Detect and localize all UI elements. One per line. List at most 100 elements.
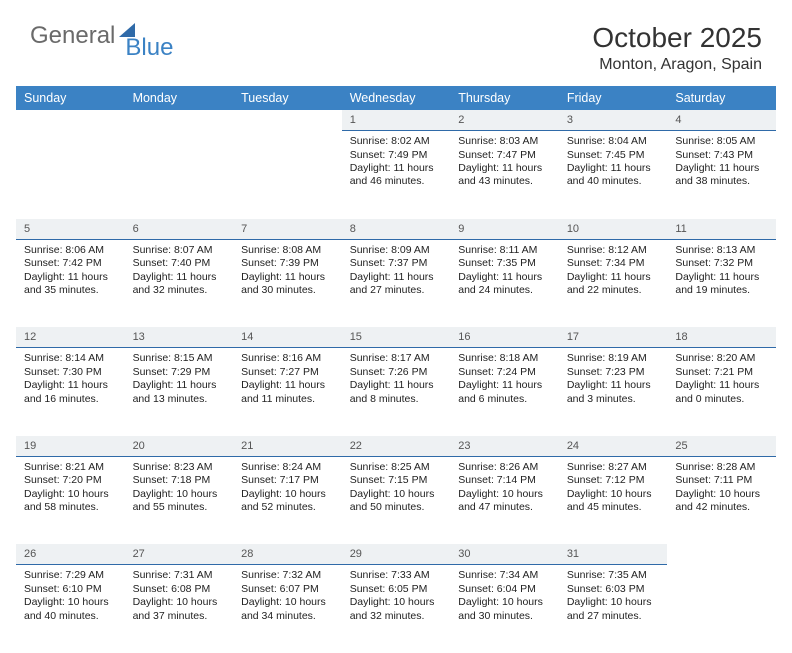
day1-text: Daylight: 10 hours xyxy=(133,488,226,501)
day1-text: Daylight: 11 hours xyxy=(458,379,551,392)
sunrise-text: Sunrise: 8:24 AM xyxy=(241,461,334,474)
day-cell: Sunrise: 8:18 AMSunset: 7:24 PMDaylight:… xyxy=(450,348,559,436)
day-body-row: Sunrise: 7:29 AMSunset: 6:10 PMDaylight:… xyxy=(16,565,776,653)
sunset-text: Sunset: 7:29 PM xyxy=(133,366,226,379)
day1-text: Daylight: 10 hours xyxy=(133,596,226,609)
sunrise-text: Sunrise: 8:23 AM xyxy=(133,461,226,474)
day-number-cell: 1 xyxy=(342,110,451,131)
day-cell: Sunrise: 8:12 AMSunset: 7:34 PMDaylight:… xyxy=(559,239,668,327)
day2-text: and 0 minutes. xyxy=(675,393,768,406)
day1-text: Daylight: 11 hours xyxy=(458,162,551,175)
day-number-cell: 13 xyxy=(125,327,234,348)
day2-text: and 52 minutes. xyxy=(241,501,334,514)
day2-text: and 30 minutes. xyxy=(241,284,334,297)
day-number-cell: 5 xyxy=(16,219,125,240)
sunrise-text: Sunrise: 8:27 AM xyxy=(567,461,660,474)
day-cell: Sunrise: 8:05 AMSunset: 7:43 PMDaylight:… xyxy=(667,131,776,219)
day-cell: Sunrise: 8:25 AMSunset: 7:15 PMDaylight:… xyxy=(342,456,451,544)
sunrise-text: Sunrise: 8:28 AM xyxy=(675,461,768,474)
day2-text: and 50 minutes. xyxy=(350,501,443,514)
day-cell: Sunrise: 8:23 AMSunset: 7:18 PMDaylight:… xyxy=(125,456,234,544)
day-cell: Sunrise: 8:24 AMSunset: 7:17 PMDaylight:… xyxy=(233,456,342,544)
day2-text: and 47 minutes. xyxy=(458,501,551,514)
day-cell: Sunrise: 7:29 AMSunset: 6:10 PMDaylight:… xyxy=(16,565,125,653)
sunrise-text: Sunrise: 8:16 AM xyxy=(241,352,334,365)
day-number-row: 19202122232425 xyxy=(16,436,776,457)
sunset-text: Sunset: 7:37 PM xyxy=(350,257,443,270)
sunrise-text: Sunrise: 7:33 AM xyxy=(350,569,443,582)
sunset-text: Sunset: 7:21 PM xyxy=(675,366,768,379)
day2-text: and 11 minutes. xyxy=(241,393,334,406)
sunrise-text: Sunrise: 7:32 AM xyxy=(241,569,334,582)
day1-text: Daylight: 11 hours xyxy=(675,162,768,175)
day-cell: Sunrise: 8:15 AMSunset: 7:29 PMDaylight:… xyxy=(125,348,234,436)
sunset-text: Sunset: 7:14 PM xyxy=(458,474,551,487)
day-number-cell: 12 xyxy=(16,327,125,348)
day-number-cell: 8 xyxy=(342,219,451,240)
day-number-cell: 14 xyxy=(233,327,342,348)
day-number-cell: 15 xyxy=(342,327,451,348)
day-number-row: 12131415161718 xyxy=(16,327,776,348)
sunrise-text: Sunrise: 8:14 AM xyxy=(24,352,117,365)
calendar-table: Sunday Monday Tuesday Wednesday Thursday… xyxy=(16,86,776,653)
sunrise-text: Sunrise: 8:04 AM xyxy=(567,135,660,148)
day1-text: Daylight: 11 hours xyxy=(24,271,117,284)
day-cell: Sunrise: 8:02 AMSunset: 7:49 PMDaylight:… xyxy=(342,131,451,219)
day1-text: Daylight: 11 hours xyxy=(350,162,443,175)
day-number-cell: 24 xyxy=(559,436,668,457)
sunrise-text: Sunrise: 8:21 AM xyxy=(24,461,117,474)
day-number-cell: 23 xyxy=(450,436,559,457)
day-cell xyxy=(233,131,342,219)
day-cell: Sunrise: 7:32 AMSunset: 6:07 PMDaylight:… xyxy=(233,565,342,653)
weekday-header: Wednesday xyxy=(342,86,451,110)
day-number-cell: 18 xyxy=(667,327,776,348)
day-number-cell: 3 xyxy=(559,110,668,131)
day-cell: Sunrise: 8:21 AMSunset: 7:20 PMDaylight:… xyxy=(16,456,125,544)
day2-text: and 35 minutes. xyxy=(24,284,117,297)
day-number-cell: 16 xyxy=(450,327,559,348)
weekday-header: Monday xyxy=(125,86,234,110)
day2-text: and 8 minutes. xyxy=(350,393,443,406)
sunrise-text: Sunrise: 8:08 AM xyxy=(241,244,334,257)
location: Monton, Aragon, Spain xyxy=(592,56,762,74)
day-number-cell: 30 xyxy=(450,544,559,565)
day1-text: Daylight: 11 hours xyxy=(133,379,226,392)
day2-text: and 3 minutes. xyxy=(567,393,660,406)
day-body-row: Sunrise: 8:06 AMSunset: 7:42 PMDaylight:… xyxy=(16,239,776,327)
day1-text: Daylight: 10 hours xyxy=(24,488,117,501)
day1-text: Daylight: 11 hours xyxy=(241,379,334,392)
day1-text: Daylight: 10 hours xyxy=(241,488,334,501)
sunrise-text: Sunrise: 8:12 AM xyxy=(567,244,660,257)
sunset-text: Sunset: 7:39 PM xyxy=(241,257,334,270)
month-title: October 2025 xyxy=(592,22,762,54)
day2-text: and 45 minutes. xyxy=(567,501,660,514)
day-number-cell xyxy=(233,110,342,131)
weekday-header: Thursday xyxy=(450,86,559,110)
day1-text: Daylight: 10 hours xyxy=(567,596,660,609)
day2-text: and 32 minutes. xyxy=(133,284,226,297)
day-number-cell xyxy=(16,110,125,131)
sunrise-text: Sunrise: 8:13 AM xyxy=(675,244,768,257)
logo-text-blue: Blue xyxy=(125,34,173,62)
weekday-header: Tuesday xyxy=(233,86,342,110)
day1-text: Daylight: 11 hours xyxy=(567,379,660,392)
day1-text: Daylight: 11 hours xyxy=(24,379,117,392)
logo: General Blue xyxy=(30,22,173,50)
sunset-text: Sunset: 7:17 PM xyxy=(241,474,334,487)
sunrise-text: Sunrise: 8:07 AM xyxy=(133,244,226,257)
day-cell: Sunrise: 8:07 AMSunset: 7:40 PMDaylight:… xyxy=(125,239,234,327)
sunset-text: Sunset: 7:15 PM xyxy=(350,474,443,487)
sunrise-text: Sunrise: 8:18 AM xyxy=(458,352,551,365)
day2-text: and 46 minutes. xyxy=(350,175,443,188)
day1-text: Daylight: 11 hours xyxy=(567,271,660,284)
day-cell: Sunrise: 8:04 AMSunset: 7:45 PMDaylight:… xyxy=(559,131,668,219)
day-cell: Sunrise: 8:16 AMSunset: 7:27 PMDaylight:… xyxy=(233,348,342,436)
day-number-cell: 17 xyxy=(559,327,668,348)
day1-text: Daylight: 10 hours xyxy=(458,596,551,609)
sunset-text: Sunset: 6:03 PM xyxy=(567,583,660,596)
day-cell: Sunrise: 7:33 AMSunset: 6:05 PMDaylight:… xyxy=(342,565,451,653)
day-cell: Sunrise: 8:14 AMSunset: 7:30 PMDaylight:… xyxy=(16,348,125,436)
day-cell: Sunrise: 7:34 AMSunset: 6:04 PMDaylight:… xyxy=(450,565,559,653)
day-number-row: 262728293031 xyxy=(16,544,776,565)
day-number-row: 1234 xyxy=(16,110,776,131)
